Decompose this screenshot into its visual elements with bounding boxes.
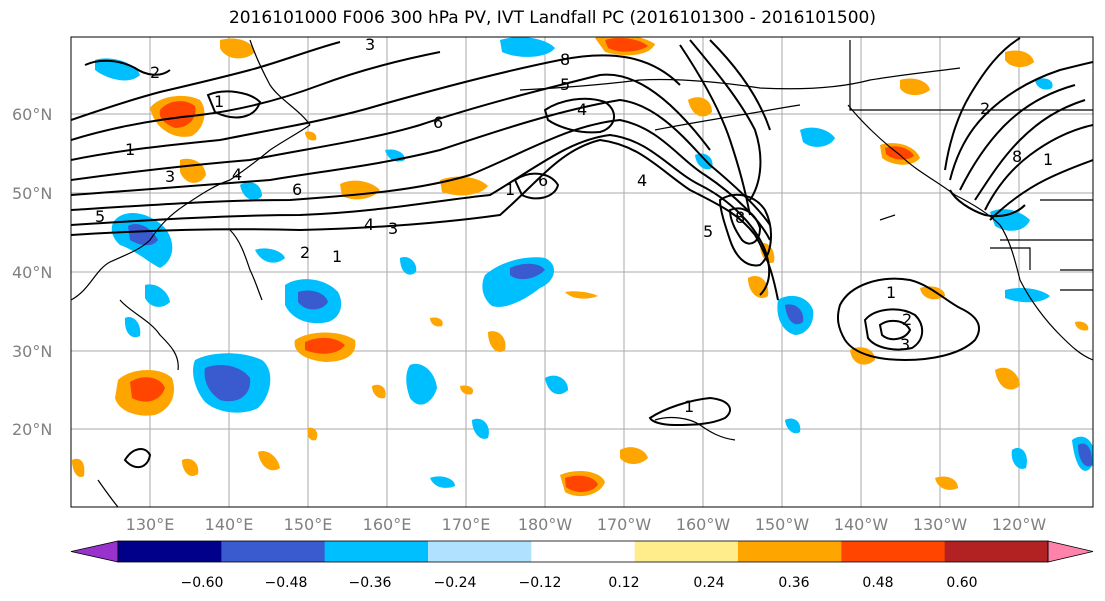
contour-label: 4	[637, 171, 647, 190]
contour-label: 4	[577, 100, 587, 119]
colorbar-tick-label: 0.36	[778, 575, 809, 591]
colorbar-tick-label: −0.60	[181, 575, 224, 591]
lon-label: 140°W	[834, 515, 889, 534]
colorbar-segment	[841, 541, 946, 562]
contour-label: 1	[505, 180, 515, 199]
colorbar-segment	[634, 541, 739, 562]
lon-label: 170°E	[442, 515, 491, 534]
contour-label: 4	[364, 215, 374, 234]
colorbar-segment	[118, 541, 222, 562]
contour-label: 1	[1043, 150, 1053, 169]
lon-label: 160°E	[363, 515, 412, 534]
contour-label: 2	[150, 63, 160, 82]
lon-label: 160°W	[676, 515, 731, 534]
lon-label: 130°E	[126, 515, 175, 534]
contour-label: 8	[560, 50, 570, 69]
lon-label: 130°W	[913, 515, 968, 534]
map-title: 2016101000 F006 300 hPa PV, IVT Landfall…	[228, 8, 876, 28]
contour-label: 6	[538, 171, 548, 190]
contour-label: 6	[433, 113, 443, 132]
colorbar-tick-label: −0.12	[519, 575, 562, 591]
contour-label: 1	[886, 283, 896, 302]
lon-label: 150°W	[755, 515, 810, 534]
colorbar-tick-label: 0.24	[693, 575, 724, 591]
colorbar-segment	[428, 541, 532, 562]
colorbar-outline	[117, 540, 1049, 563]
lat-label: 60°N	[12, 105, 52, 124]
contour-label: 4	[232, 165, 242, 184]
contour-label: 3	[900, 335, 910, 354]
lon-label: 140°E	[205, 515, 254, 534]
colorbar-segment	[738, 541, 842, 562]
lon-label: 170°W	[597, 515, 652, 534]
contour-label: 8	[1012, 147, 1022, 166]
colorbar-segment	[944, 541, 1049, 562]
colorbar-tick-label: 0.60	[946, 575, 977, 591]
coastlines	[71, 39, 1093, 507]
pv-positive-anomalies	[72, 37, 1089, 497]
colorbar	[70, 540, 1094, 563]
colorbar-extend-high	[1047, 540, 1094, 563]
colorbar-tick-label: 0.12	[608, 575, 639, 591]
colorbar-tick-label: −0.36	[349, 575, 392, 591]
contour-label: 2	[300, 243, 310, 262]
contour-label: 2	[980, 99, 990, 118]
contour-label: 5	[95, 207, 105, 226]
contour-label: 1	[684, 397, 694, 416]
colorbar-extend-low	[70, 540, 119, 563]
contour-label: 6	[292, 180, 302, 199]
contour-label: 1	[332, 247, 342, 266]
colorbar-tick-label: −0.48	[265, 575, 308, 591]
contour-label: 1	[125, 140, 135, 159]
contour-label: 2	[902, 310, 912, 329]
contour-labels: 2 1 3 4 6 5 8 4 1 3 5 6 4 3 2 1 6 4 8 5 …	[95, 35, 1053, 416]
contour-label: 1	[214, 92, 224, 111]
lat-label: 30°N	[12, 342, 52, 361]
lon-label: 120°W	[992, 515, 1047, 534]
ivt-contours	[71, 37, 1093, 469]
colorbar-segment	[531, 541, 636, 562]
lon-label: 180°W	[518, 515, 573, 534]
colorbar-segment	[324, 541, 429, 562]
lon-label: 150°E	[284, 515, 333, 534]
colorbar-tick-label: 0.48	[862, 575, 893, 591]
colorbar-ticks: −0.60 −0.48 −0.36 −0.24 −0.12 0.12 0.24 …	[181, 575, 978, 591]
contour-label: 5	[703, 222, 713, 241]
map-border	[70, 36, 1094, 508]
lat-label: 40°N	[12, 263, 52, 282]
contour-label: 5	[560, 75, 570, 94]
contour-label: 3	[165, 167, 175, 186]
pv-negative-anomalies	[95, 37, 1093, 488]
contour-label: 3	[388, 219, 398, 238]
lat-label: 20°N	[12, 420, 52, 439]
contour-label: 3	[365, 35, 375, 54]
colorbar-tick-label: −0.24	[434, 575, 477, 591]
latitude-labels: 60°N 50°N 40°N 30°N 20°N	[12, 105, 52, 439]
colorbar-segment	[221, 541, 326, 562]
lat-label: 50°N	[12, 184, 52, 203]
longitude-labels: 130°E 140°E 150°E 160°E 170°E 180°W 170°…	[126, 515, 1047, 534]
contour-label: 8	[735, 208, 745, 227]
